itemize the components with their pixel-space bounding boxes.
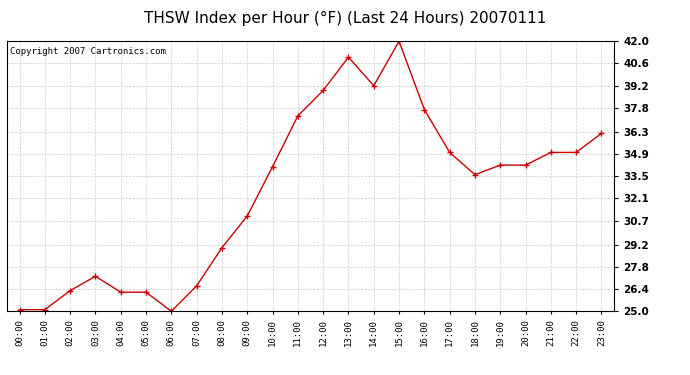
Text: Copyright 2007 Cartronics.com: Copyright 2007 Cartronics.com xyxy=(10,46,166,56)
Text: THSW Index per Hour (°F) (Last 24 Hours) 20070111: THSW Index per Hour (°F) (Last 24 Hours)… xyxy=(144,11,546,26)
